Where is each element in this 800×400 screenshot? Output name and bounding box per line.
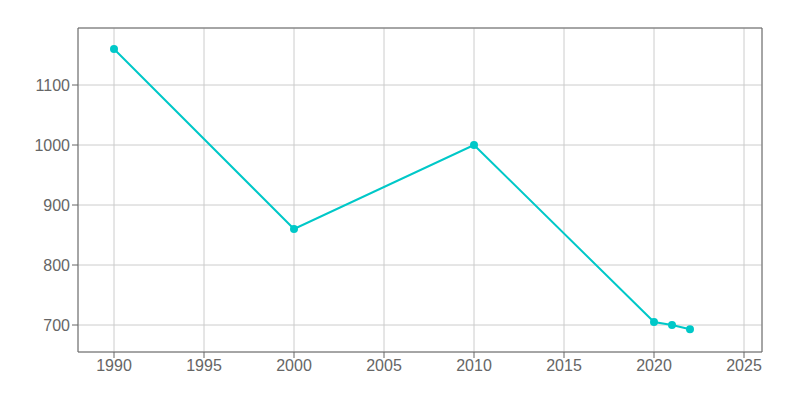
svg-text:1990: 1990 [96,357,132,374]
svg-text:800: 800 [43,257,70,274]
svg-text:1000: 1000 [34,137,70,154]
svg-text:2005: 2005 [366,357,402,374]
svg-text:2010: 2010 [456,357,492,374]
svg-text:900: 900 [43,197,70,214]
svg-text:2000: 2000 [276,357,312,374]
svg-text:2020: 2020 [636,357,672,374]
svg-text:1995: 1995 [186,357,222,374]
svg-text:2025: 2025 [726,357,762,374]
svg-text:2015: 2015 [546,357,582,374]
svg-text:700: 700 [43,317,70,334]
svg-text:1100: 1100 [36,77,71,94]
